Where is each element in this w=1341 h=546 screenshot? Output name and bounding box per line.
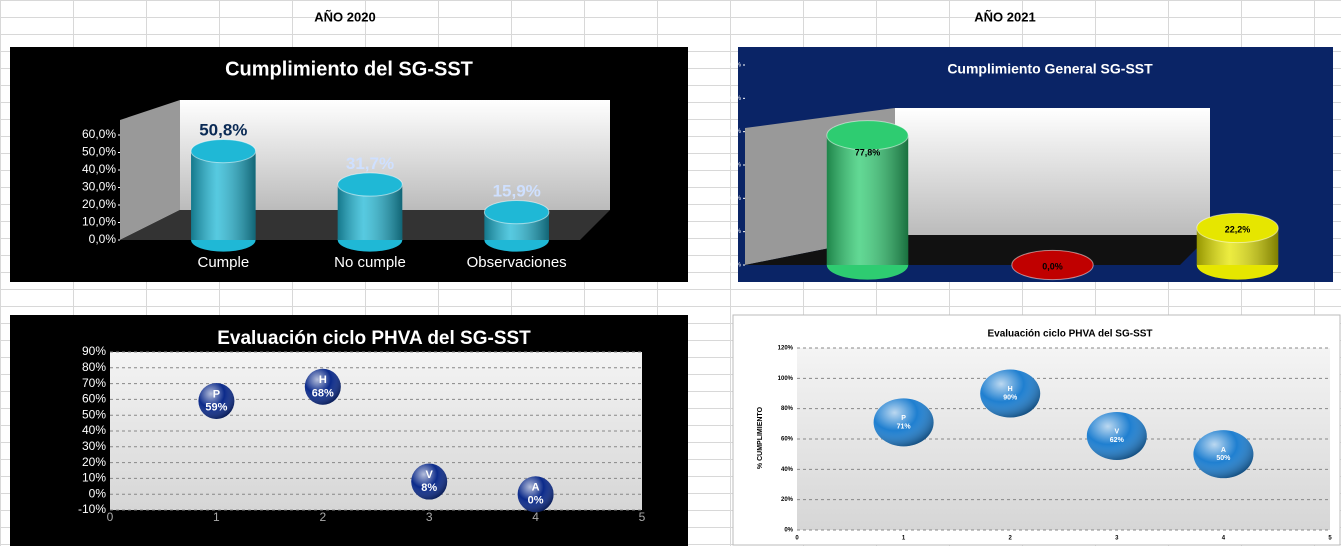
bar-top	[1196, 212, 1279, 244]
x-tick-label: 5	[639, 510, 646, 524]
back-wall	[180, 100, 610, 210]
y-tick-label: 30,0%	[82, 180, 116, 194]
y-tick-label: 80%	[82, 360, 106, 374]
y-tick-label: 0%	[89, 486, 107, 500]
point-label: H	[1008, 386, 1013, 393]
y-tick-label: 10%	[82, 471, 106, 485]
y-tick-label: 120%	[778, 346, 794, 352]
y-tick-label: 20%	[82, 455, 106, 469]
y-tick-label: 60%	[82, 392, 106, 406]
x-tick-label: 5	[1328, 536, 1332, 542]
y-tick-label: 40,0%	[82, 162, 116, 176]
point-label: A	[532, 482, 540, 494]
y-tick-label: 60,0%	[82, 127, 116, 141]
y-tick-label: 20,0%	[724, 229, 742, 235]
bubble-shine	[411, 463, 448, 500]
y-tick-label: 100,0%	[721, 96, 742, 102]
data-label: 0,0%	[1042, 261, 1063, 271]
y-tick-label: 120,0%	[721, 63, 742, 69]
bar-shade	[826, 135, 909, 265]
y-tick-label: 40%	[82, 423, 106, 437]
year-header: AÑO 2020	[314, 9, 375, 24]
y-tick-label: 20%	[781, 497, 794, 503]
chart-title: Cumplimiento General SG-SST	[947, 61, 1153, 77]
chart-title: Evaluación ciclo PHVA del SG-SST	[987, 329, 1152, 340]
x-tick-label: No cumple	[334, 254, 406, 271]
x-tick-label: 2	[1009, 536, 1013, 542]
back-wall	[895, 108, 1210, 235]
data-label: 62%	[1110, 437, 1125, 444]
bar-top	[483, 200, 550, 225]
point-label: P	[901, 415, 906, 422]
x-tick-label: 4	[532, 510, 539, 524]
bar-top	[337, 172, 403, 197]
data-label: 22,2%	[1225, 224, 1251, 234]
y-tick-label: 50%	[82, 407, 106, 421]
y-tick-label: 0,0%	[89, 232, 117, 246]
bubble-shine	[873, 398, 934, 447]
y-tick-label: 20,0%	[82, 197, 116, 211]
bubble-shine	[1193, 430, 1254, 479]
data-label: 68%	[312, 387, 334, 399]
bar-shade	[191, 151, 256, 240]
chart-title: Evaluación ciclo PHVA del SG-SST	[217, 328, 531, 349]
y-axis-title: % CUMPLIMIENTO	[757, 406, 764, 469]
point-label: P	[213, 388, 220, 400]
y-tick-label: 0%	[784, 528, 793, 534]
y-tick-label: 50,0%	[82, 145, 116, 159]
x-tick-label: 3	[426, 510, 433, 524]
bar-top	[190, 138, 257, 164]
data-label: 77,8%	[855, 148, 881, 158]
point-label: V	[1114, 429, 1119, 436]
data-label: 59%	[205, 401, 227, 413]
x-tick-label: Cumple	[197, 254, 249, 271]
data-label: 90%	[1003, 395, 1018, 402]
y-tick-label: 40%	[781, 467, 794, 473]
bubble-shine	[980, 369, 1041, 418]
x-tick-label: 3	[1115, 536, 1119, 542]
x-tick-label: 1	[213, 510, 220, 524]
data-label: 50,8%	[199, 121, 247, 140]
y-tick-label: 100%	[778, 376, 794, 382]
y-tick-label: 40,0%	[724, 196, 742, 202]
bubble-shine	[304, 368, 341, 405]
bubble-shine	[517, 476, 554, 513]
side-wall	[120, 100, 180, 240]
data-label: 8%	[421, 482, 437, 494]
x-tick-label: 2	[319, 510, 326, 524]
bar-top	[826, 120, 909, 151]
bubble-shine	[1086, 411, 1147, 460]
bar-top	[1011, 249, 1094, 281]
data-label: 71%	[897, 423, 912, 430]
chart-title: Cumplimiento del SG-SST	[225, 58, 473, 80]
data-label: 31,7%	[346, 154, 394, 173]
data-label: 0%	[528, 495, 544, 507]
y-tick-label: 10,0%	[82, 215, 116, 229]
point-label: H	[319, 374, 327, 386]
point-label: V	[426, 469, 434, 481]
x-tick-label: 0	[795, 536, 799, 542]
y-tick-label: 0,0%	[727, 263, 741, 269]
x-tick-label: 0	[107, 510, 114, 524]
data-label: 50%	[1216, 455, 1231, 462]
y-tick-label: 60%	[781, 437, 794, 443]
data-label: 15,9%	[493, 182, 541, 201]
y-tick-label: 30%	[82, 439, 106, 453]
bubble-shine	[198, 382, 235, 419]
y-tick-label: 80,0%	[724, 129, 742, 135]
x-tick-label: Observaciones	[467, 254, 567, 271]
y-tick-label: 80%	[781, 406, 794, 412]
y-tick-label: 70%	[82, 376, 106, 390]
y-tick-label: 90%	[82, 344, 106, 358]
point-label: A	[1221, 447, 1226, 454]
year-header: AÑO 2021	[974, 9, 1035, 24]
x-tick-label: 1	[902, 536, 906, 542]
x-tick-label: 4	[1222, 536, 1226, 542]
y-tick-label: 60,0%	[724, 163, 742, 169]
y-tick-label: -10%	[78, 502, 106, 516]
